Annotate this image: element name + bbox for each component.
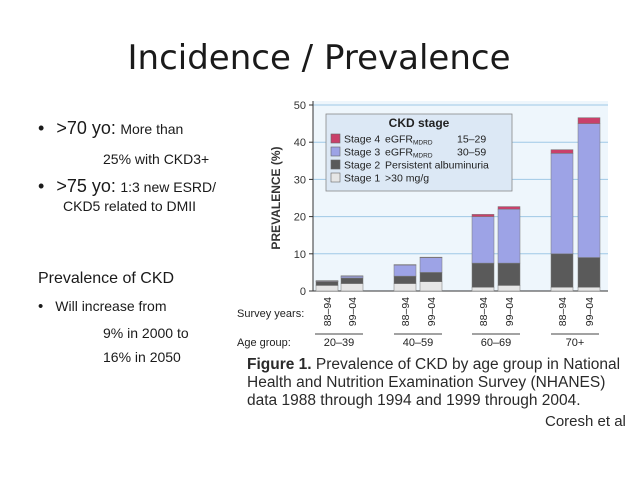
caption-line: Health and Nutrition Examination Survey … [247, 374, 606, 391]
slide-title: Incidence / Prevalence [127, 38, 511, 78]
caption-line: data 1988 through 1994 and 1999 through … [247, 392, 581, 409]
caption-line: Prevalence of CKD by age group in Nation… [315, 356, 621, 373]
bullet-70yo: • >70 yo: More than [38, 118, 183, 139]
figure-caption: Figure 1. Prevalence of CKD by age group… [247, 356, 638, 410]
bar-segment [419, 257, 443, 273]
legend-series-desc: >30 mg/g [385, 173, 429, 185]
bullet-head: >75 yo: [56, 176, 116, 196]
bar-segment [577, 117, 601, 124]
legend-title: CKD stage [389, 116, 450, 130]
bullet-continuation: CKD5 related to DMII [63, 198, 197, 214]
y-tick-label: 0 [300, 286, 306, 298]
x-tick-label: 99–04 [584, 297, 596, 326]
bullet-continuation: 25% with CKD3+ [103, 151, 210, 167]
legend-series-desc: Persistent albuminuria [385, 160, 489, 172]
figure-label: Figure 1. [247, 356, 312, 373]
bar-segment [393, 264, 417, 277]
y-tick-label: 20 [294, 212, 306, 224]
bar-segment [419, 256, 443, 258]
bar-segment [393, 275, 417, 284]
bar-segment [497, 262, 521, 286]
x-tick-label: 99–04 [504, 297, 516, 326]
legend-swatch [330, 133, 341, 144]
bar-segment [393, 283, 417, 292]
bar-segment [550, 287, 574, 292]
x-tick-label: 99–04 [347, 297, 359, 326]
sub-line: 16% in 2050 [103, 349, 181, 365]
bar-segment [340, 277, 364, 284]
x-tick-label: 88–94 [478, 297, 490, 326]
bullet-75yo: • >75 yo: 1:3 new ESRD/ [38, 176, 216, 197]
bar-segment [419, 281, 443, 292]
legend-box [325, 113, 513, 192]
age-group: 40–59 [403, 337, 434, 349]
legend-series-name: Stage 2 [344, 160, 380, 172]
y-tick-label: 50 [294, 100, 306, 112]
bar-segment [497, 285, 521, 292]
y-tick-label: 30 [294, 174, 306, 186]
x-tick-label: 88–94 [557, 297, 569, 326]
section-title: Prevalence of CKD [38, 270, 175, 287]
legend-series-desc: 30–59 [457, 147, 486, 159]
age-group: 20–39 [324, 337, 355, 349]
legend-egfr-subscript: MDRD [413, 140, 433, 147]
bullet-head: >70 yo: [56, 118, 116, 138]
bar-segment [315, 281, 339, 286]
legend-swatch [330, 172, 341, 183]
bar-segment [497, 206, 521, 210]
legend-swatch [330, 146, 341, 157]
bar-segment [577, 287, 601, 292]
bar-segment [550, 153, 574, 255]
bullet-dot: • [38, 118, 45, 138]
legend-series-name: Stage 3 [344, 147, 380, 159]
legend-series-desc: 15–29 [457, 134, 486, 146]
bullet-dot: • [38, 298, 44, 315]
legend-series-name: Stage 4 [344, 134, 380, 146]
y-axis-label: PREVALENCE (%) [269, 146, 283, 249]
bar-segment [340, 283, 364, 292]
bar-segment [419, 272, 443, 282]
sub-line: 9% in 2000 to [103, 325, 189, 341]
survey-years-label: Survey years: [237, 308, 304, 320]
age-group: 70+ [566, 337, 585, 349]
age-group: 60–69 [481, 337, 512, 349]
x-tick-label: 88–94 [400, 297, 412, 326]
bar-segment [471, 287, 495, 292]
sub-bullet-text: Will increase from [55, 298, 167, 314]
x-tick-label: 88–94 [322, 297, 334, 326]
bar-segment [340, 275, 364, 277]
bar-segment [550, 149, 574, 154]
bar-segment [393, 264, 417, 266]
legend-egfr-subscript: MDRD [413, 153, 433, 160]
y-tick-label: 10 [294, 249, 306, 261]
bar-segment [471, 262, 495, 288]
bar-segment [577, 123, 601, 258]
bar-segment [471, 216, 495, 264]
bar-segment [497, 208, 521, 264]
bullet-text: 1:3 new ESRD/ [120, 179, 217, 195]
bar-segment [315, 280, 339, 282]
bullet-text: More than [120, 121, 184, 137]
y-tick-label: 40 [294, 137, 306, 149]
legend-series-name: Stage 1 [344, 173, 380, 185]
bar-segment [471, 214, 495, 217]
bar-segment [315, 285, 339, 292]
x-tick-label: 99–04 [426, 297, 438, 326]
bar-segment [577, 257, 601, 288]
bullet-dot: • [38, 176, 45, 196]
legend-swatch [330, 159, 341, 170]
sub-bullet: • Will increase from [38, 298, 167, 315]
age-group-label: Age group: [237, 337, 291, 349]
figure-author: Coresh et al [545, 413, 626, 430]
bar-segment [550, 253, 574, 288]
